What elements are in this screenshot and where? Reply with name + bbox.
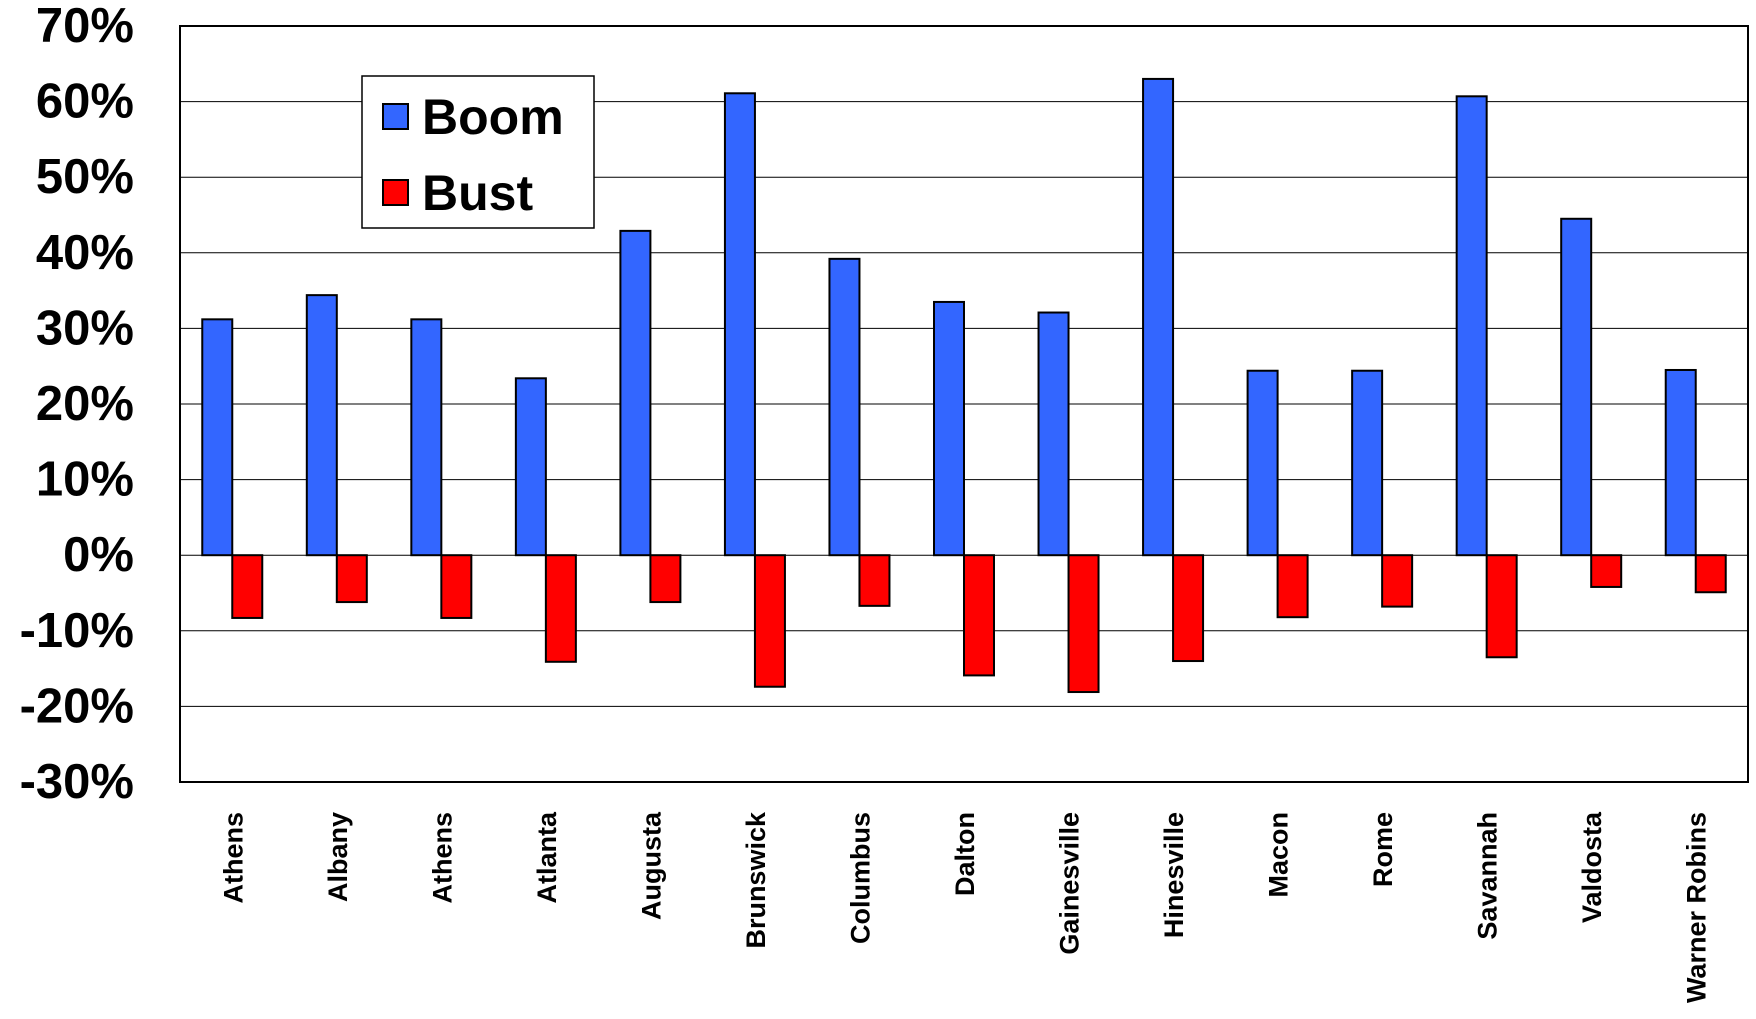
bar-bust-albany [335,554,368,604]
bar-bust-macon [1276,554,1309,619]
legend-label-bust: Bust [422,165,533,221]
x-tick-label: Athens [218,812,248,904]
x-tick-label: Athens [427,812,457,904]
bar-boom-savannah [1455,95,1488,557]
x-tick-label: Augusta [636,811,666,920]
legend: Boom Bust [361,75,595,229]
bar-boom-atlanta [514,377,547,557]
y-tick-label: 50% [36,150,134,204]
y-tick-label: 70% [36,0,134,53]
bar-bust-brunswick [753,554,786,688]
bar-bust-gainesville [1067,554,1100,694]
bar-bust-warner-robins [1694,554,1727,594]
plot-frame [179,25,1749,783]
x-tick-label: Valdosta [1577,811,1607,923]
bar-boom-hinesville [1142,77,1175,557]
bar-boom-athens [201,318,234,557]
bar-bust-augusta [649,554,682,604]
legend-label-boom: Boom [422,89,564,145]
y-tick-label: 0% [63,528,134,582]
y-tick-label: -10% [20,604,134,658]
legend-swatch-boom [382,103,409,130]
y-tick-label: 20% [36,377,134,431]
bar-bust-valdosta [1590,554,1623,588]
x-tick-label: Atlanta [532,811,562,903]
bar-boom-gainesville [1037,311,1070,557]
bar-bust-savannah [1485,554,1518,659]
bar-bust-rome [1381,554,1414,608]
bar-boom-athens [410,318,443,557]
x-tick-label: Albany [323,812,353,902]
x-tick-label: Brunswick [741,811,771,949]
x-tick-label: Dalton [950,812,980,896]
bar-boom-albany [305,294,338,557]
y-tick-label: -30% [20,755,134,809]
x-tick-label: Gainesville [1055,812,1085,955]
bar-bust-hinesville [1172,554,1205,663]
y-tick-label: -20% [20,679,134,733]
x-tick-label: Savannah [1473,812,1503,940]
y-tick-label: 30% [36,301,134,355]
bars [201,77,1727,694]
y-tick-label: 40% [36,226,134,280]
bar-boom-warner-robins [1664,368,1697,557]
bar-boom-macon [1246,369,1279,557]
bar-bust-athens [231,554,264,619]
bar-boom-dalton [933,300,965,557]
y-tick-label: 10% [36,453,134,507]
y-tick-labels: 70% 60% 50% 40% 30% 20% 10% 0% -10% -20% -30% [20,0,134,809]
bar-boom-valdosta [1560,217,1593,557]
bar-bust-athens [440,554,473,619]
x-tick-label: Rome [1368,812,1398,887]
x-tick-labels: Athens Albany Athens Atlanta Augusta Brunswic… [218,811,1711,1003]
axes [179,25,1749,783]
x-tick-label: Macon [1264,812,1294,898]
bar-boom-rome [1351,369,1384,557]
bar-bust-columbus [858,554,891,607]
bar-boom-columbus [828,257,861,557]
bar-boom-brunswick [723,92,756,557]
x-tick-label: Columbus [845,812,875,944]
bar-boom-augusta [619,229,652,557]
legend-swatch-bust [382,179,409,206]
x-tick-label: Hinesville [1159,812,1189,938]
y-tick-label: 60% [36,75,134,129]
bar-bust-atlanta [544,554,577,663]
x-tick-label: Warner Robins [1682,812,1712,1003]
bar-bust-dalton [963,554,995,677]
